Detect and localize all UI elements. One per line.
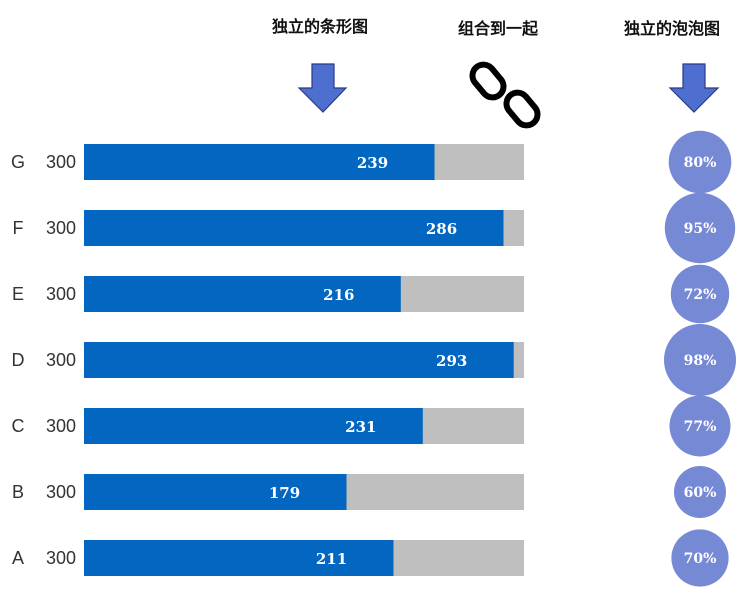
chain-link-icon: [469, 61, 541, 129]
bubble-label: 72%: [684, 287, 717, 303]
bubble: [668, 130, 732, 194]
total-label: 300: [46, 416, 76, 436]
category-label: D: [12, 350, 25, 370]
chart-row: F 300 286 95%: [13, 192, 736, 264]
bubble-label: 95%: [684, 221, 717, 237]
total-label: 300: [46, 284, 76, 304]
bar-value-label: 286: [426, 220, 457, 238]
bar-value: [84, 144, 435, 180]
bar-value-label: 216: [323, 286, 354, 304]
total-label: 300: [46, 482, 76, 502]
header-bubble-chart: 独立的泡泡图: [624, 19, 720, 38]
chart-row: A 300 211 70%: [12, 529, 729, 587]
bubble: [671, 529, 729, 587]
category-label: A: [12, 548, 24, 568]
category-label: G: [11, 152, 25, 172]
bar-value: [84, 408, 423, 444]
chart-row: E 300 216 72%: [12, 264, 730, 324]
bar-value-label: 211: [316, 550, 347, 568]
header-combine: 组合到一起: [458, 19, 539, 38]
category-label: B: [12, 482, 24, 502]
bubble-label: 60%: [684, 485, 717, 501]
header-bar-chart: 独立的条形图: [272, 17, 368, 36]
bar-value: [84, 276, 401, 312]
bar-value: [84, 474, 347, 510]
bubble: [670, 264, 730, 324]
bubble-label: 80%: [684, 155, 717, 171]
chart-row: B 300 179 60%: [12, 466, 726, 518]
bar-value-label: 179: [269, 484, 300, 502]
category-label: F: [13, 218, 24, 238]
bar-value-label: 293: [436, 352, 467, 370]
bubble: [669, 395, 731, 457]
bubble-label: 77%: [684, 419, 717, 435]
bar-value-label: 239: [357, 154, 388, 172]
total-label: 300: [46, 152, 76, 172]
bubble-label: 98%: [684, 353, 717, 369]
chart-rows: G 300 239 80% F 300 286 95% E 300 216 72% D 300 293 98%…: [11, 130, 736, 587]
down-arrow-icon: [668, 63, 720, 113]
chart-row: G 300 239 80%: [11, 130, 732, 194]
chart-row: D 300 293 98%: [12, 324, 736, 396]
bubble-label: 70%: [684, 551, 717, 567]
total-label: 300: [46, 350, 76, 370]
down-arrow-icon: [297, 63, 348, 113]
bar-value: [84, 540, 394, 576]
bubble: [674, 466, 726, 518]
category-label: C: [12, 416, 25, 436]
chart-row: C 300 231 77%: [12, 395, 731, 457]
bar-value: [84, 342, 514, 378]
category-label: E: [12, 284, 24, 304]
bar-value: [84, 210, 504, 246]
total-label: 300: [46, 548, 76, 568]
bubble: [664, 324, 736, 396]
bubble: [664, 192, 736, 264]
bar-value-label: 231: [345, 418, 376, 436]
total-label: 300: [46, 218, 76, 238]
